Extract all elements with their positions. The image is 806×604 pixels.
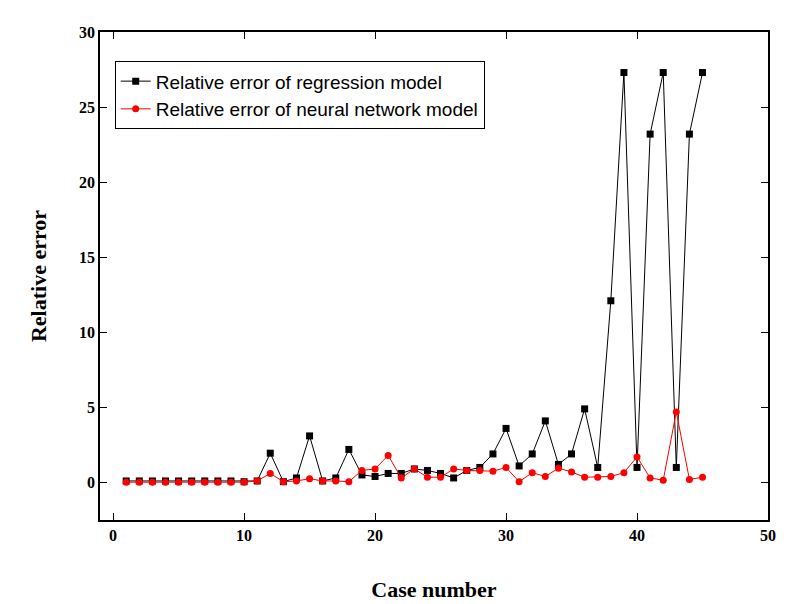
svg-text:10: 10 [236,527,252,544]
svg-text:0: 0 [87,474,95,491]
svg-text:30: 30 [79,24,95,41]
svg-text:5: 5 [87,399,95,416]
svg-text:50: 50 [760,527,776,544]
svg-text:Relative error of neural netwo: Relative error of neural network model [156,99,478,120]
svg-text:20: 20 [367,527,383,544]
svg-text:Case number: Case number [371,577,497,602]
svg-text:30: 30 [498,527,514,544]
svg-text:10: 10 [79,324,95,341]
svg-text:40: 40 [629,527,645,544]
svg-text:Relative error: Relative error [26,210,51,342]
svg-text:Relative error of regression m: Relative error of regression model [156,72,442,93]
svg-text:25: 25 [79,99,95,116]
svg-text:15: 15 [79,249,95,266]
svg-text:0: 0 [109,527,117,544]
svg-text:20: 20 [79,174,95,191]
